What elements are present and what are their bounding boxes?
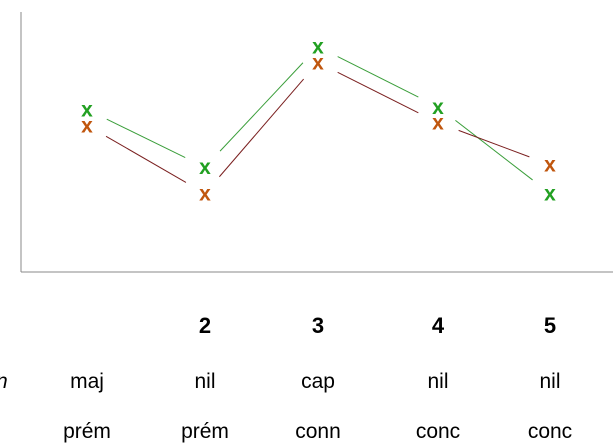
x-tick-labels: 2 3 4 5 [199, 313, 556, 338]
x-tick-label: 3 [312, 313, 324, 338]
x-tick-label: 2 [199, 313, 211, 338]
series-2-point: x [81, 114, 93, 137]
series-1-point: x [544, 182, 556, 205]
series-1-point: x [432, 96, 444, 119]
series-1-point: x [81, 99, 93, 122]
category-label: conc [528, 420, 572, 443]
category-label: nil [427, 370, 448, 393]
series-2-segment [337, 71, 419, 114]
series-1-segment [337, 56, 419, 98]
x-tick-label: 5 [544, 313, 556, 338]
category-label: maj [70, 370, 104, 393]
category-label: conn [295, 420, 341, 443]
series-lines [105, 56, 533, 183]
category-label: cap [301, 370, 335, 393]
category-label: prém [63, 420, 111, 443]
series-1-segment [219, 62, 304, 152]
category-label: conc [416, 420, 460, 443]
series-2-point: x [312, 51, 324, 74]
series-1-segment [455, 119, 533, 181]
row-header-label: n [0, 370, 8, 393]
category-label-rows: maj nil cap nil nil prém prém conn conc conc n [0, 370, 572, 443]
series-2-point: x [544, 154, 556, 177]
series-1-point: x [199, 156, 211, 179]
category-label: nil [194, 370, 215, 393]
series-2-segment [105, 135, 187, 183]
category-label: prém [181, 420, 229, 443]
series-1-segment [106, 118, 186, 158]
series-1-point: x [312, 36, 324, 59]
series-2-point: x [199, 182, 211, 205]
series-2-segment [218, 78, 305, 178]
series-2-segment [458, 129, 530, 158]
series-2-point: x [432, 112, 444, 135]
category-label: nil [539, 370, 560, 393]
x-tick-label: 4 [432, 313, 445, 338]
